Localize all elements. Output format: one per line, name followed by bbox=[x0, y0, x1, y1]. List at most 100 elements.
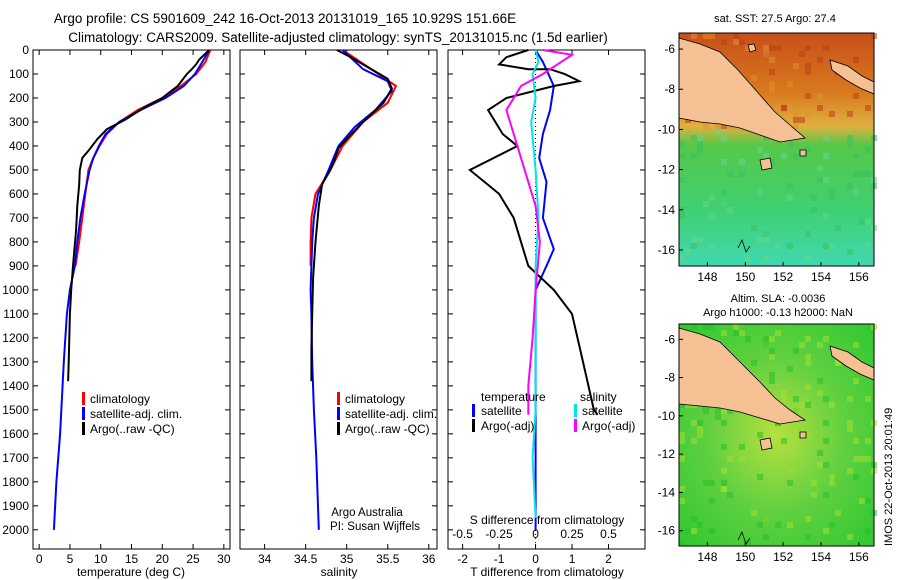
legend-swatch-climatology bbox=[337, 392, 340, 405]
map-cell bbox=[835, 510, 841, 516]
map-cell bbox=[847, 183, 853, 189]
map-cell bbox=[757, 189, 763, 195]
s-tick-label: 0.25 bbox=[560, 527, 584, 541]
map-cell bbox=[721, 330, 727, 336]
map-cell bbox=[721, 189, 727, 195]
map-cell bbox=[853, 93, 859, 99]
map-cell bbox=[793, 111, 799, 117]
map-cell bbox=[817, 462, 823, 468]
map-cell bbox=[805, 231, 811, 237]
legend-swatch-sal-argo bbox=[574, 419, 577, 432]
map-cell bbox=[865, 219, 871, 225]
map-cell bbox=[769, 81, 775, 87]
legend-swatch-sal-satellite bbox=[574, 404, 577, 417]
map-cell bbox=[679, 486, 685, 492]
map-x-tick-label: 148 bbox=[697, 550, 717, 564]
map-cell bbox=[745, 45, 751, 51]
sla-map-land-newguinea bbox=[678, 327, 807, 425]
map-x-tick-label: 154 bbox=[811, 550, 831, 564]
map-cell bbox=[823, 396, 829, 402]
temperature-plot: 0 5 10 15 20 25 300100200300400500600700800900… bbox=[2, 43, 231, 566]
map-cell bbox=[721, 468, 727, 474]
map-cell bbox=[805, 402, 811, 408]
map-cell bbox=[691, 237, 697, 243]
annotation-pi: PI: Susan Wijffels bbox=[330, 521, 420, 533]
map-cell bbox=[709, 528, 715, 534]
salinity-legend: climatology satellite-adj. clim. Argo(..… bbox=[337, 392, 437, 436]
map-cell bbox=[805, 336, 811, 342]
map-cell bbox=[847, 141, 853, 147]
map-cell bbox=[847, 468, 853, 474]
s-tick-label: -0.5 bbox=[452, 527, 473, 541]
legend-title-temperature: temperature bbox=[481, 390, 546, 404]
legend-swatch-climatology bbox=[82, 392, 85, 405]
map-cell bbox=[823, 462, 829, 468]
map-cell bbox=[799, 342, 805, 348]
map-cell bbox=[697, 522, 703, 528]
map-cell bbox=[865, 243, 871, 249]
map-cell bbox=[757, 432, 763, 438]
legend-label-sal-argo: Argo(-adj) bbox=[582, 419, 635, 433]
series-line-satellite-adj-clim- bbox=[309, 49, 394, 530]
difference-legend: temperature satellite Argo(-adj) salinit… bbox=[472, 390, 635, 433]
map-cell bbox=[847, 396, 853, 402]
map-cell bbox=[799, 117, 805, 123]
map-cell bbox=[775, 330, 781, 336]
map-cell bbox=[787, 195, 793, 201]
map-cell bbox=[703, 480, 709, 486]
map-cell bbox=[817, 105, 823, 111]
map-cell bbox=[787, 522, 793, 528]
map-cell bbox=[817, 177, 823, 183]
map-cell bbox=[781, 390, 787, 396]
map-cell bbox=[811, 207, 817, 213]
map-cell bbox=[781, 105, 787, 111]
map-cell bbox=[739, 444, 745, 450]
map-cell bbox=[865, 171, 871, 177]
map-cell bbox=[721, 135, 727, 141]
legend-swatch-temp-satellite bbox=[472, 404, 475, 417]
map-cell bbox=[853, 342, 859, 348]
map-cell bbox=[763, 336, 769, 342]
map-cell bbox=[853, 189, 859, 195]
map-cell bbox=[679, 177, 685, 183]
map-cell bbox=[709, 213, 715, 219]
y-tick-label: 200 bbox=[9, 91, 29, 105]
map-cell bbox=[817, 93, 823, 99]
map-x-tick-label: 150 bbox=[735, 270, 755, 284]
map-cell bbox=[703, 201, 709, 207]
map-cell bbox=[733, 33, 739, 39]
map-cell bbox=[691, 153, 697, 159]
map-cell bbox=[787, 243, 793, 249]
y-tick-label: 1700 bbox=[2, 451, 29, 465]
map-cell bbox=[763, 135, 769, 141]
sst-map-coastline bbox=[737, 238, 751, 253]
legend-label-sal-satellite: satellite bbox=[582, 404, 623, 418]
legend-swatch-satellite bbox=[82, 407, 85, 420]
map-cell bbox=[721, 201, 727, 207]
map-cell bbox=[763, 237, 769, 243]
legend-title-salinity: salinity bbox=[580, 390, 617, 404]
map-cell bbox=[805, 360, 811, 366]
map-cell bbox=[835, 360, 841, 366]
map-cell bbox=[823, 492, 829, 498]
x-tick-label: 20 bbox=[156, 552, 170, 566]
map-cell bbox=[847, 111, 853, 117]
series-line-climatology bbox=[74, 49, 212, 267]
map-cell bbox=[787, 480, 793, 486]
map-y-tick-label: -16 bbox=[658, 243, 676, 257]
y-tick-label: 100 bbox=[9, 67, 29, 81]
map-cell bbox=[787, 432, 793, 438]
map-cell bbox=[769, 354, 775, 360]
map-cell bbox=[697, 426, 703, 432]
map-cell bbox=[811, 480, 817, 486]
sla-map-axes: 148 150 152 154 156 -6 -8 -10 -12 -14 -16 bbox=[658, 332, 870, 564]
map-cell bbox=[823, 111, 829, 117]
map-cell bbox=[865, 147, 871, 153]
legend-label-climatology: climatology bbox=[345, 392, 405, 406]
sla-map-land-small bbox=[759, 431, 807, 451]
map-cell bbox=[739, 330, 745, 336]
y-tick-label: 700 bbox=[9, 211, 29, 225]
map-x-tick-label: 156 bbox=[849, 550, 869, 564]
sla-map-frame bbox=[678, 323, 875, 547]
map-cell bbox=[823, 177, 829, 183]
